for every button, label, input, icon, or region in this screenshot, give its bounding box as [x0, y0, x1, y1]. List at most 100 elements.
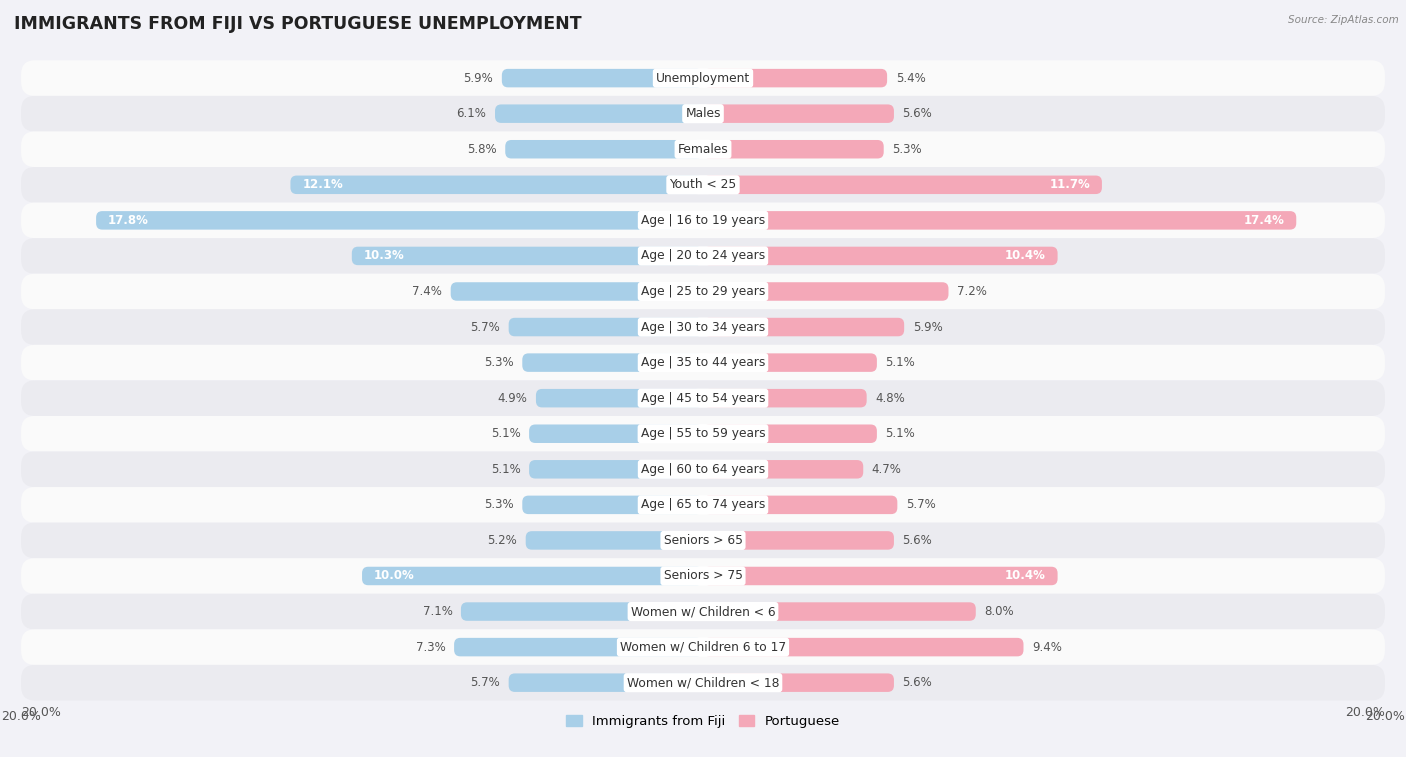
- Text: 10.0%: 10.0%: [374, 569, 415, 582]
- FancyBboxPatch shape: [21, 96, 1385, 132]
- Text: 5.4%: 5.4%: [896, 72, 925, 85]
- Text: Seniors > 65: Seniors > 65: [664, 534, 742, 547]
- Text: 5.7%: 5.7%: [471, 676, 501, 689]
- Text: 4.9%: 4.9%: [498, 391, 527, 405]
- FancyBboxPatch shape: [509, 674, 703, 692]
- Text: 5.8%: 5.8%: [467, 143, 496, 156]
- FancyBboxPatch shape: [21, 167, 1385, 203]
- FancyBboxPatch shape: [703, 603, 976, 621]
- Text: Youth < 25: Youth < 25: [669, 179, 737, 192]
- Text: 5.7%: 5.7%: [905, 498, 935, 512]
- Text: 11.7%: 11.7%: [1049, 179, 1090, 192]
- Text: 5.6%: 5.6%: [903, 676, 932, 689]
- Text: 20.0%: 20.0%: [21, 706, 60, 719]
- Text: 5.9%: 5.9%: [464, 72, 494, 85]
- FancyBboxPatch shape: [21, 416, 1385, 451]
- FancyBboxPatch shape: [703, 69, 887, 87]
- FancyBboxPatch shape: [703, 176, 1102, 194]
- FancyBboxPatch shape: [21, 310, 1385, 345]
- FancyBboxPatch shape: [352, 247, 703, 265]
- Text: Males: Males: [685, 107, 721, 120]
- Text: 8.0%: 8.0%: [984, 605, 1014, 618]
- Legend: Immigrants from Fiji, Portuguese: Immigrants from Fiji, Portuguese: [561, 709, 845, 733]
- FancyBboxPatch shape: [529, 460, 703, 478]
- FancyBboxPatch shape: [502, 69, 703, 87]
- Text: 5.3%: 5.3%: [484, 498, 513, 512]
- Text: 4.8%: 4.8%: [875, 391, 905, 405]
- FancyBboxPatch shape: [21, 345, 1385, 380]
- Text: Age | 45 to 54 years: Age | 45 to 54 years: [641, 391, 765, 405]
- FancyBboxPatch shape: [509, 318, 703, 336]
- FancyBboxPatch shape: [703, 247, 1057, 265]
- Text: Age | 55 to 59 years: Age | 55 to 59 years: [641, 427, 765, 441]
- Text: 5.6%: 5.6%: [903, 534, 932, 547]
- Text: Age | 30 to 34 years: Age | 30 to 34 years: [641, 320, 765, 334]
- FancyBboxPatch shape: [21, 665, 1385, 700]
- FancyBboxPatch shape: [703, 567, 1057, 585]
- FancyBboxPatch shape: [703, 531, 894, 550]
- Text: 5.6%: 5.6%: [903, 107, 932, 120]
- Text: 5.1%: 5.1%: [491, 463, 520, 476]
- Text: 12.1%: 12.1%: [302, 179, 343, 192]
- Text: Females: Females: [678, 143, 728, 156]
- FancyBboxPatch shape: [703, 104, 894, 123]
- Text: 5.2%: 5.2%: [488, 534, 517, 547]
- FancyBboxPatch shape: [703, 638, 1024, 656]
- FancyBboxPatch shape: [505, 140, 703, 158]
- Text: 10.4%: 10.4%: [1005, 249, 1046, 263]
- Text: 5.7%: 5.7%: [471, 320, 501, 334]
- Text: 5.3%: 5.3%: [484, 356, 513, 369]
- FancyBboxPatch shape: [21, 451, 1385, 487]
- FancyBboxPatch shape: [526, 531, 703, 550]
- Text: Age | 25 to 29 years: Age | 25 to 29 years: [641, 285, 765, 298]
- FancyBboxPatch shape: [495, 104, 703, 123]
- FancyBboxPatch shape: [21, 558, 1385, 593]
- Text: 5.1%: 5.1%: [886, 427, 915, 441]
- FancyBboxPatch shape: [363, 567, 703, 585]
- Text: Age | 60 to 64 years: Age | 60 to 64 years: [641, 463, 765, 476]
- Text: 10.3%: 10.3%: [364, 249, 405, 263]
- Text: 4.7%: 4.7%: [872, 463, 901, 476]
- FancyBboxPatch shape: [21, 487, 1385, 522]
- Text: 7.2%: 7.2%: [957, 285, 987, 298]
- FancyBboxPatch shape: [461, 603, 703, 621]
- FancyBboxPatch shape: [21, 61, 1385, 96]
- FancyBboxPatch shape: [21, 203, 1385, 238]
- FancyBboxPatch shape: [703, 496, 897, 514]
- FancyBboxPatch shape: [703, 460, 863, 478]
- Text: 20.0%: 20.0%: [1346, 706, 1385, 719]
- Text: 7.4%: 7.4%: [412, 285, 441, 298]
- Text: Source: ZipAtlas.com: Source: ZipAtlas.com: [1288, 15, 1399, 25]
- FancyBboxPatch shape: [291, 176, 703, 194]
- Text: 7.1%: 7.1%: [423, 605, 453, 618]
- Text: Age | 16 to 19 years: Age | 16 to 19 years: [641, 214, 765, 227]
- FancyBboxPatch shape: [703, 318, 904, 336]
- Text: 5.1%: 5.1%: [491, 427, 520, 441]
- Text: Women w/ Children < 6: Women w/ Children < 6: [631, 605, 775, 618]
- Text: 5.3%: 5.3%: [893, 143, 922, 156]
- Text: 10.4%: 10.4%: [1005, 569, 1046, 582]
- FancyBboxPatch shape: [703, 354, 877, 372]
- Text: Women w/ Children < 18: Women w/ Children < 18: [627, 676, 779, 689]
- Text: Age | 65 to 74 years: Age | 65 to 74 years: [641, 498, 765, 512]
- FancyBboxPatch shape: [529, 425, 703, 443]
- Text: IMMIGRANTS FROM FIJI VS PORTUGUESE UNEMPLOYMENT: IMMIGRANTS FROM FIJI VS PORTUGUESE UNEMP…: [14, 15, 582, 33]
- FancyBboxPatch shape: [21, 132, 1385, 167]
- Text: Age | 35 to 44 years: Age | 35 to 44 years: [641, 356, 765, 369]
- Text: 9.4%: 9.4%: [1032, 640, 1062, 653]
- Text: 17.8%: 17.8%: [108, 214, 149, 227]
- FancyBboxPatch shape: [21, 593, 1385, 629]
- FancyBboxPatch shape: [21, 274, 1385, 310]
- Text: 5.1%: 5.1%: [886, 356, 915, 369]
- Text: Unemployment: Unemployment: [655, 72, 751, 85]
- FancyBboxPatch shape: [536, 389, 703, 407]
- FancyBboxPatch shape: [522, 496, 703, 514]
- FancyBboxPatch shape: [703, 211, 1296, 229]
- FancyBboxPatch shape: [703, 389, 866, 407]
- Text: 7.3%: 7.3%: [416, 640, 446, 653]
- Text: Seniors > 75: Seniors > 75: [664, 569, 742, 582]
- FancyBboxPatch shape: [96, 211, 703, 229]
- FancyBboxPatch shape: [21, 629, 1385, 665]
- FancyBboxPatch shape: [21, 522, 1385, 558]
- FancyBboxPatch shape: [703, 282, 949, 301]
